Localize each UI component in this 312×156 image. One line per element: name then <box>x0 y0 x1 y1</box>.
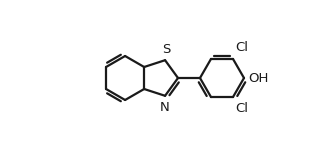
Text: S: S <box>162 43 170 56</box>
Text: Cl: Cl <box>235 102 248 115</box>
Text: Cl: Cl <box>235 41 248 54</box>
Text: OH: OH <box>248 71 268 85</box>
Text: N: N <box>160 101 170 114</box>
